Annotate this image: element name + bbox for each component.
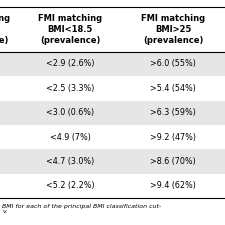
Text: >6.3 (59%): >6.3 (59%) bbox=[150, 108, 196, 117]
Text: FMI matching
BMI<18.5
(prevalence): FMI matching BMI<18.5 (prevalence) bbox=[38, 14, 102, 45]
Text: <3.0 (0.6%): <3.0 (0.6%) bbox=[46, 108, 94, 117]
Text: <4.7 (3.0%): <4.7 (3.0%) bbox=[46, 157, 94, 166]
Text: <4.9 (7%): <4.9 (7%) bbox=[50, 133, 91, 142]
Bar bbox=[0, 101, 225, 125]
Text: BMI for each of the principal BMI classification cut-
v.: BMI for each of the principal BMI classi… bbox=[2, 204, 162, 214]
Bar bbox=[0, 7, 225, 52]
Text: <2.9 (2.6%): <2.9 (2.6%) bbox=[46, 59, 94, 68]
Text: >5.4 (54%): >5.4 (54%) bbox=[150, 84, 196, 93]
Text: FMI matching
BMI>25
(prevalence): FMI matching BMI>25 (prevalence) bbox=[141, 14, 205, 45]
Text: <5.2 (2.2%): <5.2 (2.2%) bbox=[46, 181, 94, 190]
Text: >9.2 (47%): >9.2 (47%) bbox=[150, 133, 196, 142]
Text: >6.0 (55%): >6.0 (55%) bbox=[150, 59, 196, 68]
Text: <2.5 (3.3%): <2.5 (3.3%) bbox=[46, 84, 94, 93]
Text: >9.4 (62%): >9.4 (62%) bbox=[150, 181, 196, 190]
Text: >8.6 (70%): >8.6 (70%) bbox=[150, 157, 196, 166]
Text: FMI matching
BMI<17
(prevalence): FMI matching BMI<17 (prevalence) bbox=[0, 14, 10, 45]
Bar bbox=[0, 149, 225, 174]
Bar bbox=[0, 52, 225, 76]
